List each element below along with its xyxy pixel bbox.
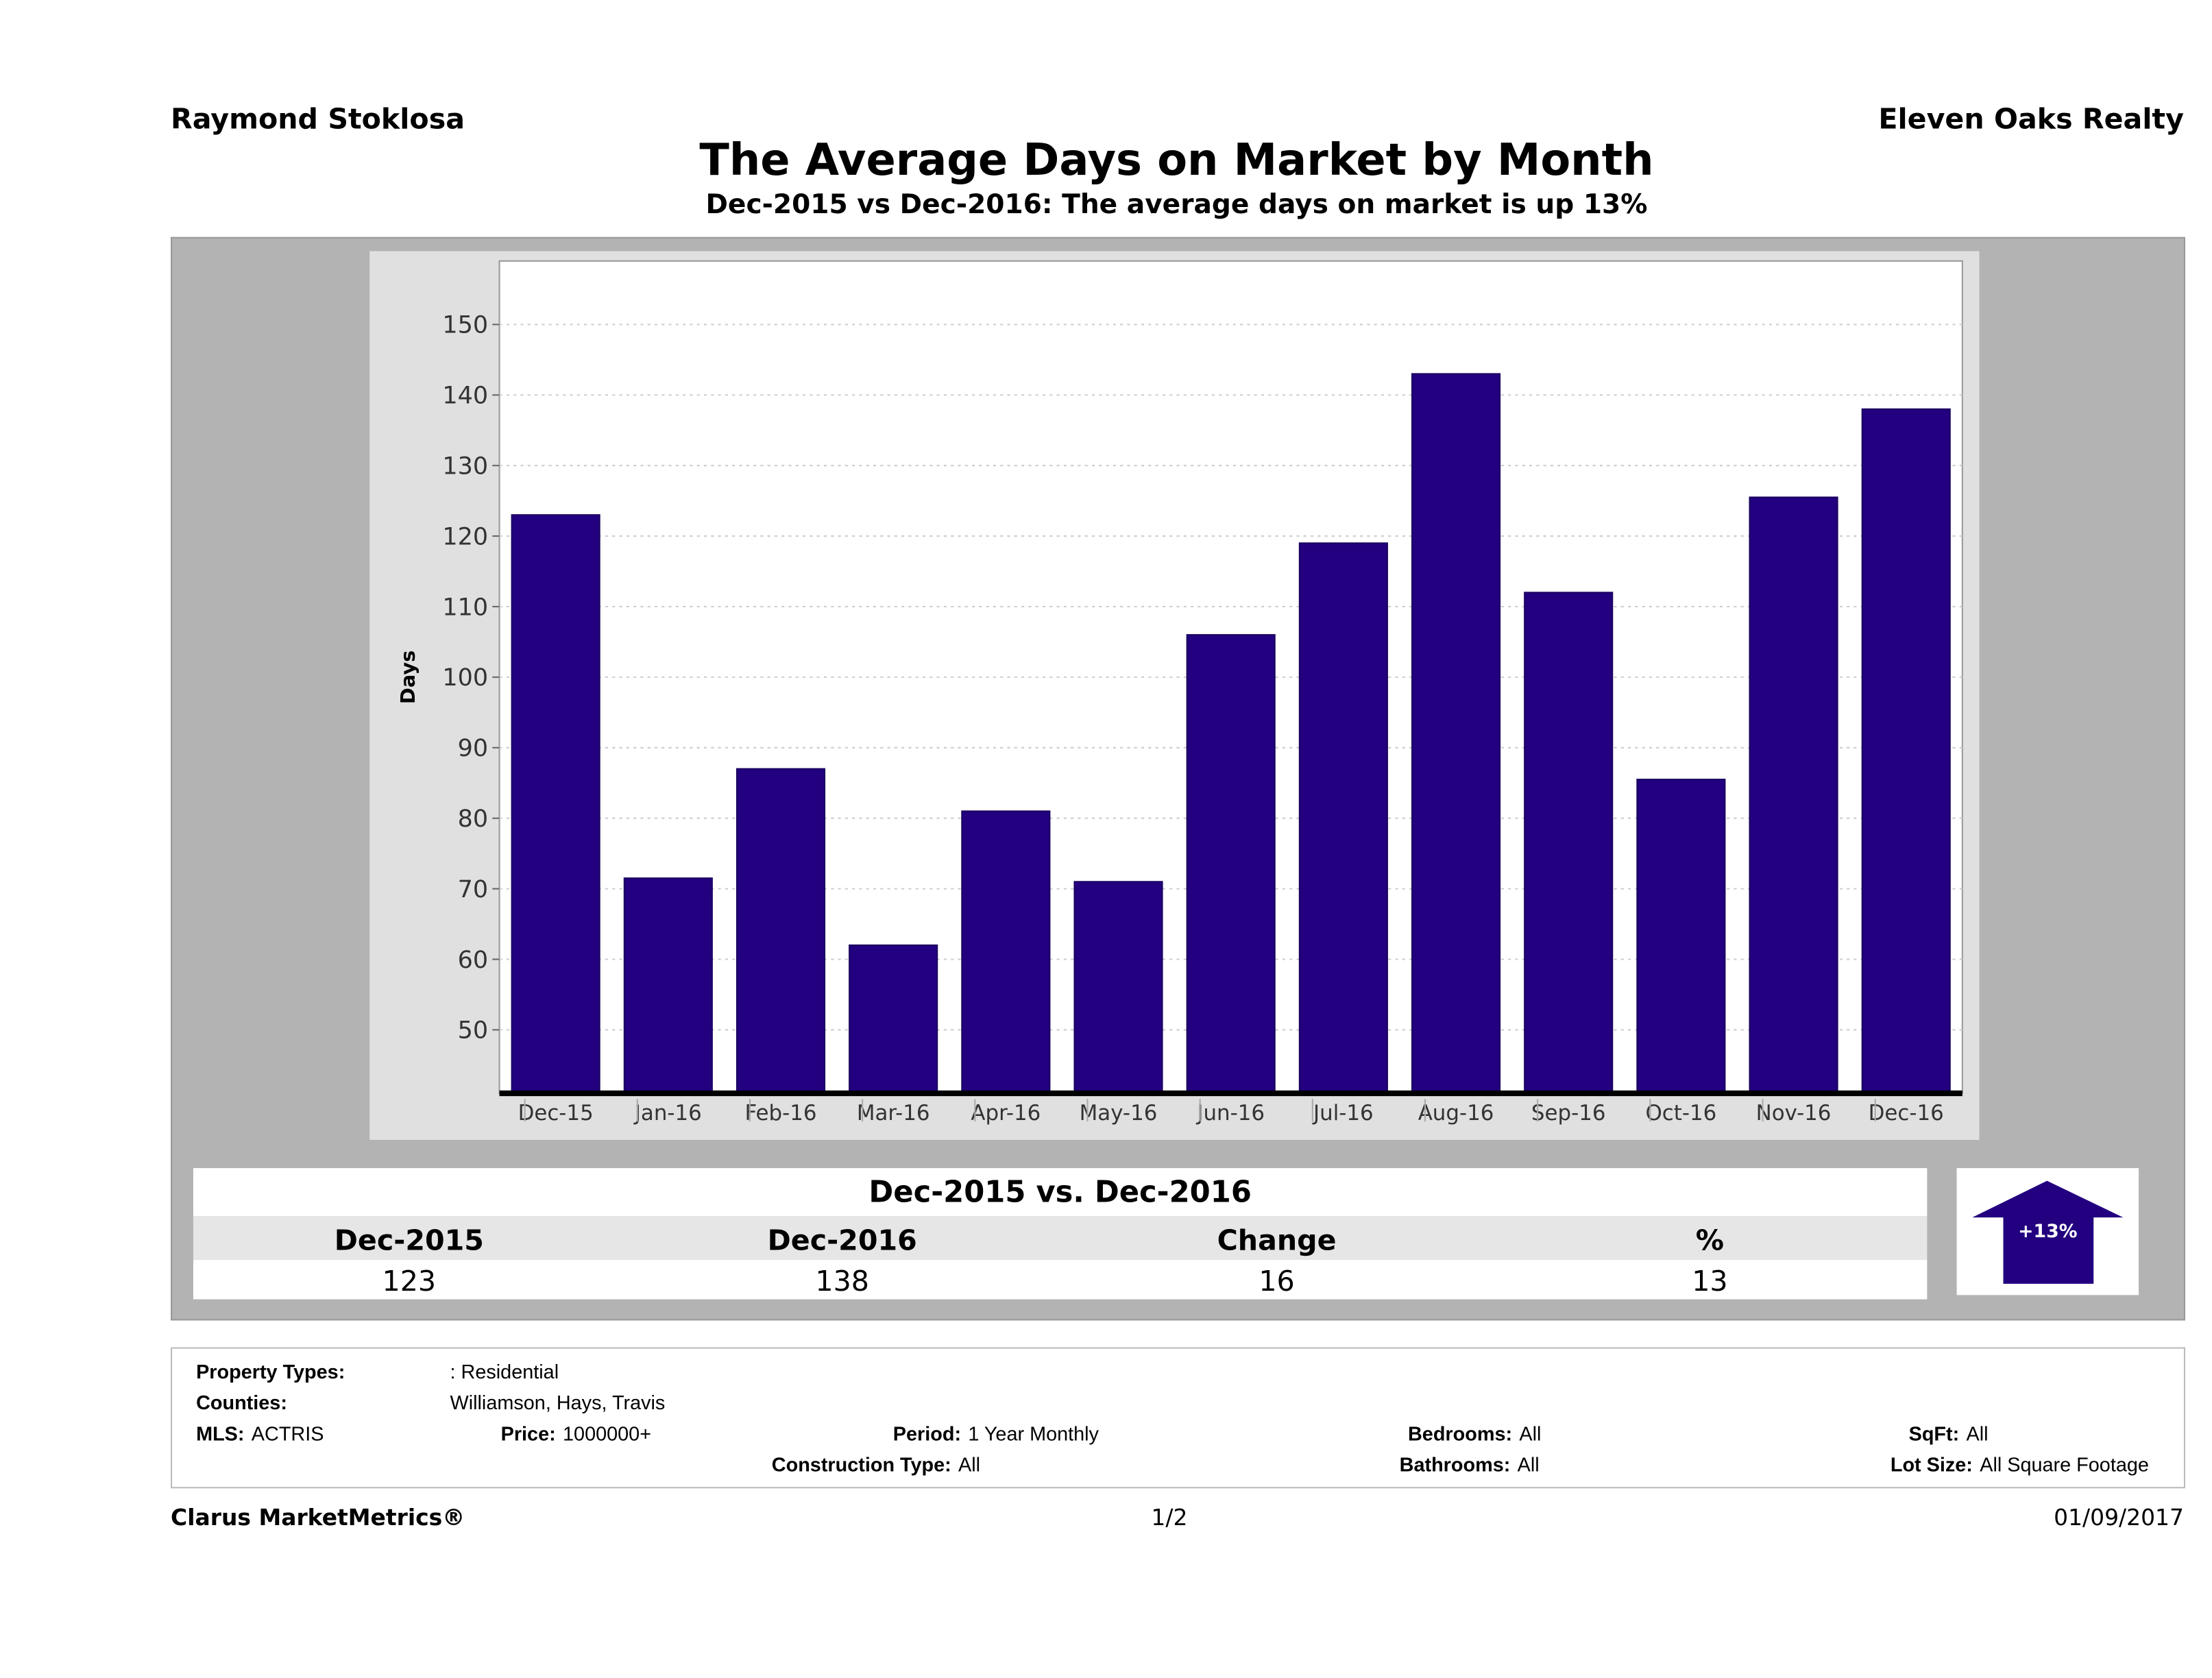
y-tick-label: 150 <box>442 312 488 339</box>
price-label: Price: <box>500 1422 556 1445</box>
company-name: Eleven Oaks Realty <box>1878 101 2184 136</box>
lot-size-filter: Lot Size: All Square Footage <box>1891 1453 2149 1477</box>
y-tick-label: 130 <box>442 453 488 481</box>
bar <box>511 514 600 1095</box>
report-date: 01/09/2017 <box>2054 1503 2184 1531</box>
summary-header: Change <box>1217 1223 1337 1257</box>
bar <box>849 944 938 1095</box>
bar-chart: 50 60 70 80 90 100 110 120 130 140 150 Days Dec-15 Ja… <box>396 260 1963 1126</box>
y-tick-label: 60 <box>458 947 489 974</box>
summary-value-row: 123 138 16 13 <box>193 1259 1928 1300</box>
property-types-filter: Property Types: : Residential <box>196 1360 559 1384</box>
x-tick-label: Dec-15 <box>518 1101 594 1126</box>
bar <box>736 768 826 1095</box>
bar <box>1073 881 1163 1095</box>
y-tick-label: 50 <box>458 1017 489 1045</box>
bedrooms-label: Bedrooms: <box>1407 1422 1513 1445</box>
bedrooms-value: All <box>1519 1422 1542 1445</box>
x-tick-label: Apr-16 <box>971 1101 1041 1126</box>
change-badge: +13% <box>1956 1168 2139 1296</box>
summary-value: 13 <box>1692 1264 1728 1298</box>
mls-filter: MLS: ACTRIS <box>196 1422 324 1446</box>
y-axis-label: Days <box>396 650 420 704</box>
price-filter: Price: 1000000+ <box>501 1422 651 1446</box>
bathrooms-label: Bathrooms: <box>1399 1452 1511 1476</box>
summary-header: Dec-2016 <box>767 1223 917 1257</box>
property-types-label: Property Types: <box>196 1360 345 1383</box>
y-tick-label: 70 <box>458 876 489 903</box>
summary-value: 16 <box>1259 1264 1295 1298</box>
x-tick-label: Feb-16 <box>744 1101 816 1126</box>
bar <box>1861 408 1951 1095</box>
x-tick-label: Jul-16 <box>1312 1101 1374 1126</box>
mls-label: MLS: <box>196 1422 245 1445</box>
sqft-value: All <box>1966 1422 1989 1445</box>
property-types-value: : Residential <box>450 1360 559 1383</box>
summary-header: Dec-2015 <box>334 1223 484 1257</box>
counties-filter: Counties: Williamson, Hays, Travis <box>196 1391 665 1415</box>
summary-title-row: Dec-2015 vs. Dec-2016 <box>193 1168 1928 1217</box>
construction-type-filter: Construction Type: All <box>772 1453 980 1477</box>
counties-value: Williamson, Hays, Travis <box>450 1391 666 1414</box>
bar <box>1749 496 1838 1095</box>
summary-value: 123 <box>382 1264 437 1298</box>
x-tick-label: Oct-16 <box>1646 1101 1717 1126</box>
sqft-label: SqFt: <box>1908 1422 1960 1445</box>
bar <box>1298 542 1388 1095</box>
summary-header: % <box>1695 1223 1725 1257</box>
change-badge-label: +13% <box>2018 1221 2078 1243</box>
agent-name: Raymond Stoklosa <box>171 101 465 136</box>
lot-size-label: Lot Size: <box>1890 1452 1973 1476</box>
footer-brand: Clarus MarketMetrics® <box>171 1503 465 1531</box>
lot-size-value: All Square Footage <box>1980 1452 2149 1476</box>
bar <box>623 877 713 1095</box>
period-value: 1 Year Monthly <box>968 1422 1099 1445</box>
x-tick-label: May-16 <box>1080 1101 1158 1126</box>
x-tick-label: Sep-16 <box>1531 1101 1606 1126</box>
x-tick-label: Jun-16 <box>1195 1101 1265 1126</box>
x-tick-label: Nov-16 <box>1756 1101 1832 1126</box>
up-arrow-icon <box>1972 1180 2124 1284</box>
construction-type-value: All <box>958 1452 981 1476</box>
period-label: Period: <box>892 1422 962 1445</box>
bar <box>1186 634 1276 1095</box>
bathrooms-value: All <box>1517 1452 1540 1476</box>
bar <box>1636 779 1726 1095</box>
sqft-filter: SqFt: All <box>1909 1422 1989 1446</box>
bar <box>1411 373 1501 1095</box>
bar <box>1524 592 1614 1095</box>
page-title: The Average Days on Market by Month <box>699 135 1654 186</box>
page-number: 1/2 <box>1151 1503 1188 1531</box>
y-tick-label: 120 <box>442 523 488 550</box>
x-tick-label: Dec-16 <box>1869 1101 1944 1126</box>
bathrooms-filter: Bathrooms: All <box>1400 1453 1540 1477</box>
construction-type-label: Construction Type: <box>771 1452 951 1476</box>
y-tick-label: 140 <box>442 382 488 410</box>
summary-header-row: Dec-2015 Dec-2016 Change % <box>193 1216 1928 1260</box>
summary-title: Dec-2015 vs. Dec-2016 <box>868 1175 1252 1209</box>
x-tick-label: Mar-16 <box>857 1101 930 1126</box>
x-tick-label: Jan-16 <box>633 1101 702 1126</box>
x-tick-label: Aug-16 <box>1418 1101 1494 1126</box>
summary-value: 138 <box>815 1264 869 1298</box>
y-tick-label: 100 <box>442 664 488 692</box>
bar <box>961 810 1051 1095</box>
y-tick-label: 80 <box>458 805 489 833</box>
filter-criteria: Property Types: : Residential Counties: … <box>171 1347 2185 1489</box>
mls-value: ACTRIS <box>251 1422 324 1445</box>
page-subtitle: Dec-2015 vs Dec-2016: The average days o… <box>705 189 1648 221</box>
period-filter: Period: 1 Year Monthly <box>893 1422 1099 1446</box>
bedrooms-filter: Bedrooms: All <box>1408 1422 1541 1446</box>
price-value: 1000000+ <box>563 1422 652 1445</box>
counties-label: Counties: <box>196 1391 287 1414</box>
y-tick-label: 90 <box>458 735 489 762</box>
y-tick-label: 110 <box>442 594 488 621</box>
